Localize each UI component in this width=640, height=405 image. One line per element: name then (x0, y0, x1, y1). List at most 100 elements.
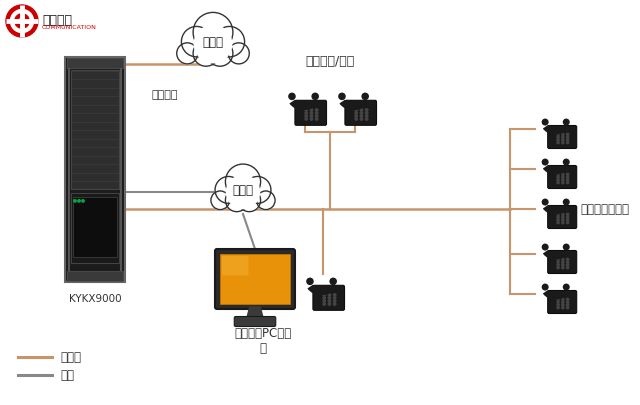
Circle shape (542, 200, 548, 205)
Circle shape (562, 267, 564, 269)
Circle shape (365, 113, 368, 115)
Circle shape (355, 109, 357, 112)
Circle shape (227, 176, 260, 209)
Circle shape (562, 217, 564, 219)
Circle shape (207, 41, 233, 67)
Circle shape (557, 139, 559, 142)
FancyBboxPatch shape (548, 126, 577, 149)
Circle shape (557, 267, 559, 269)
FancyBboxPatch shape (313, 286, 344, 311)
Circle shape (557, 301, 559, 303)
FancyBboxPatch shape (548, 206, 577, 229)
Circle shape (323, 303, 325, 305)
Text: 网线: 网线 (60, 369, 74, 382)
Circle shape (316, 119, 318, 121)
Text: 鹿优凯欣: 鹿优凯欣 (42, 14, 72, 27)
Circle shape (10, 11, 33, 34)
Circle shape (360, 119, 363, 121)
Circle shape (566, 301, 569, 303)
Circle shape (566, 134, 569, 136)
Circle shape (316, 115, 318, 118)
Text: 局域网: 局域网 (232, 184, 253, 197)
Circle shape (557, 177, 559, 179)
Circle shape (562, 298, 564, 301)
Text: 前台电脑PC话务
台: 前台电脑PC话务 台 (234, 326, 292, 354)
Circle shape (566, 182, 569, 184)
Circle shape (562, 264, 564, 266)
Polygon shape (246, 307, 264, 319)
Circle shape (328, 294, 331, 296)
Circle shape (562, 219, 564, 222)
Circle shape (355, 115, 357, 118)
Circle shape (328, 303, 331, 305)
Circle shape (15, 15, 29, 29)
Circle shape (355, 113, 357, 115)
Circle shape (557, 134, 559, 136)
Circle shape (557, 142, 559, 144)
Circle shape (562, 307, 564, 309)
Circle shape (323, 297, 325, 299)
Circle shape (360, 109, 363, 112)
Circle shape (360, 113, 363, 115)
Circle shape (323, 300, 325, 303)
Circle shape (362, 94, 368, 100)
FancyBboxPatch shape (234, 317, 276, 327)
Circle shape (566, 304, 569, 306)
Circle shape (562, 179, 564, 181)
Circle shape (6, 6, 38, 38)
Circle shape (310, 115, 313, 118)
Circle shape (365, 115, 368, 118)
Circle shape (307, 279, 313, 285)
Circle shape (215, 177, 242, 204)
Circle shape (328, 297, 331, 299)
Circle shape (557, 259, 559, 261)
Circle shape (305, 119, 307, 121)
Bar (67, 58, 123, 68)
Text: 行政办公/后勤: 行政办公/后勤 (305, 55, 355, 68)
Circle shape (557, 136, 559, 139)
Circle shape (355, 119, 357, 121)
Circle shape (557, 214, 559, 216)
Circle shape (557, 174, 559, 176)
Circle shape (562, 182, 564, 184)
Circle shape (566, 174, 569, 176)
Circle shape (312, 94, 318, 100)
Circle shape (562, 301, 564, 303)
Circle shape (563, 160, 569, 166)
Circle shape (333, 300, 336, 303)
Circle shape (557, 222, 559, 224)
Circle shape (566, 267, 569, 269)
Circle shape (244, 177, 271, 204)
Circle shape (333, 297, 336, 299)
Circle shape (214, 28, 244, 58)
Circle shape (542, 160, 548, 166)
FancyBboxPatch shape (548, 291, 577, 314)
FancyBboxPatch shape (65, 58, 125, 282)
Text: 电话线: 电话线 (60, 351, 81, 364)
Circle shape (82, 200, 84, 202)
Circle shape (228, 44, 249, 65)
Circle shape (563, 200, 569, 205)
FancyBboxPatch shape (548, 166, 577, 189)
Circle shape (542, 120, 548, 126)
Circle shape (566, 179, 569, 181)
Circle shape (339, 94, 345, 100)
Circle shape (19, 19, 25, 25)
Circle shape (78, 200, 80, 202)
FancyBboxPatch shape (215, 249, 295, 309)
Circle shape (181, 28, 212, 58)
Circle shape (562, 177, 564, 179)
Circle shape (238, 190, 260, 212)
Circle shape (365, 119, 368, 121)
Text: KYKX9000: KYKX9000 (68, 294, 122, 304)
Circle shape (333, 303, 336, 305)
Circle shape (566, 136, 569, 139)
Circle shape (566, 177, 569, 179)
Circle shape (566, 259, 569, 261)
Bar (73, 197, 117, 257)
Text: 外线接入: 外线接入 (152, 90, 179, 100)
Circle shape (562, 222, 564, 224)
FancyBboxPatch shape (295, 101, 326, 126)
Circle shape (323, 294, 325, 296)
Circle shape (562, 261, 564, 264)
